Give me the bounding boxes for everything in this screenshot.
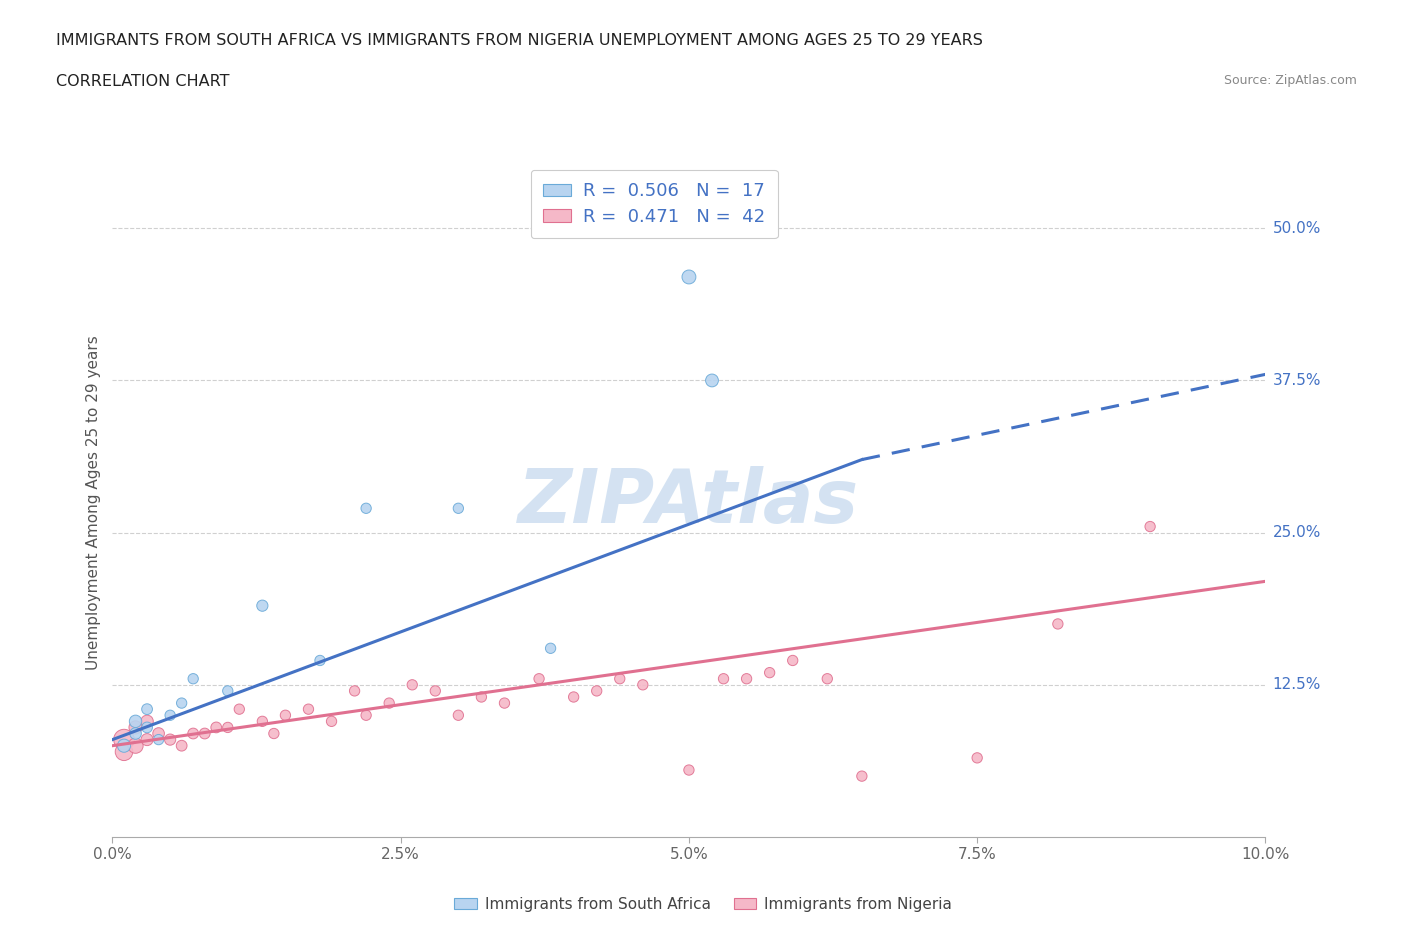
Point [112, 744, 135, 759]
Point [112, 732, 135, 747]
Point [181, 726, 204, 741]
Point [159, 732, 181, 747]
Point [447, 501, 470, 516]
Point [562, 689, 585, 704]
Point [1139, 519, 1161, 534]
Point [309, 653, 332, 668]
Point [540, 641, 562, 656]
Point [527, 671, 550, 686]
Point [631, 677, 654, 692]
Point [194, 726, 217, 741]
Point [205, 720, 228, 735]
Point [851, 769, 873, 784]
Point [112, 738, 135, 753]
Point [758, 665, 780, 680]
Text: 37.5%: 37.5% [1272, 373, 1320, 388]
Point [124, 738, 146, 753]
Point [470, 689, 492, 704]
Point [678, 763, 700, 777]
Point [713, 671, 735, 686]
Point [735, 671, 758, 686]
Point [136, 720, 159, 735]
Text: Source: ZipAtlas.com: Source: ZipAtlas.com [1223, 74, 1357, 87]
Point [354, 708, 377, 723]
Legend: Immigrants from South Africa, Immigrants from Nigeria: Immigrants from South Africa, Immigrants… [449, 891, 957, 918]
Text: ZIPAtlas: ZIPAtlas [519, 466, 859, 538]
Y-axis label: Unemployment Among Ages 25 to 29 years: Unemployment Among Ages 25 to 29 years [86, 335, 101, 670]
Point [274, 708, 297, 723]
Text: CORRELATION CHART: CORRELATION CHART [56, 74, 229, 89]
Point [401, 677, 423, 692]
Point [343, 684, 366, 698]
Point [124, 720, 146, 735]
Point [217, 684, 239, 698]
Point [228, 702, 250, 717]
Point [1046, 617, 1069, 631]
Point [815, 671, 838, 686]
Text: 50.0%: 50.0% [1272, 220, 1320, 236]
Point [136, 714, 159, 729]
Text: 25.0%: 25.0% [1272, 525, 1320, 540]
Point [494, 696, 516, 711]
Point [148, 732, 170, 747]
Point [170, 738, 193, 753]
Point [148, 726, 170, 741]
Point [124, 726, 146, 741]
Point [217, 720, 239, 735]
Point [447, 708, 470, 723]
Point [966, 751, 988, 765]
Point [297, 702, 319, 717]
Point [782, 653, 804, 668]
Text: 12.5%: 12.5% [1272, 677, 1320, 692]
Point [252, 598, 274, 613]
Point [263, 726, 285, 741]
Point [700, 373, 723, 388]
Point [425, 684, 447, 698]
Point [378, 696, 401, 711]
Point [181, 671, 204, 686]
Point [354, 501, 377, 516]
Point [136, 702, 159, 717]
Point [678, 270, 700, 285]
Point [321, 714, 343, 729]
Point [170, 696, 193, 711]
Point [136, 732, 159, 747]
Point [252, 714, 274, 729]
Legend: R =  0.506   N =  17, R =  0.471   N =  42: R = 0.506 N = 17, R = 0.471 N = 42 [531, 170, 778, 238]
Point [609, 671, 631, 686]
Point [159, 708, 181, 723]
Point [585, 684, 607, 698]
Text: IMMIGRANTS FROM SOUTH AFRICA VS IMMIGRANTS FROM NIGERIA UNEMPLOYMENT AMONG AGES : IMMIGRANTS FROM SOUTH AFRICA VS IMMIGRAN… [56, 33, 983, 47]
Point [124, 714, 146, 729]
